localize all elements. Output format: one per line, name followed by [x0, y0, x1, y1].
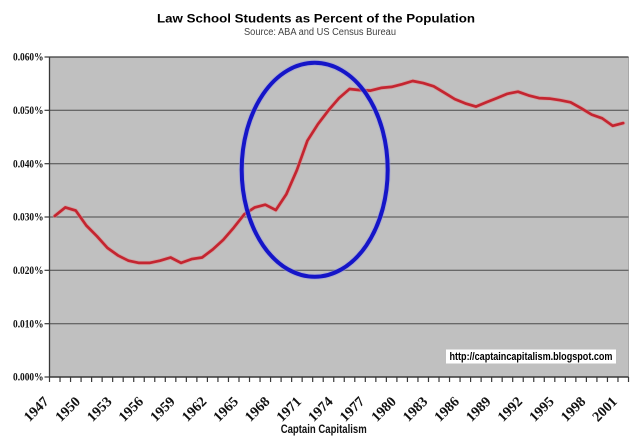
svg-text:0.060%: 0.060%: [13, 52, 44, 64]
svg-text:Law School Students as Percent: Law School Students as Percent of the Po…: [157, 11, 475, 25]
svg-text:0.040%: 0.040%: [13, 158, 44, 170]
svg-text:0.010%: 0.010%: [13, 318, 44, 330]
svg-text:0.030%: 0.030%: [13, 212, 44, 224]
svg-text:0.050%: 0.050%: [13, 105, 44, 117]
svg-text:Captain Capitalism: Captain Capitalism: [281, 422, 367, 436]
svg-text:Source: ABA and US Census Bure: Source: ABA and US Census Bureau: [244, 27, 396, 38]
svg-text:0.020%: 0.020%: [13, 265, 44, 277]
svg-text:0.000%: 0.000%: [13, 372, 44, 384]
svg-text:http://captaincapitalism.blogs: http://captaincapitalism.blogspot.com: [450, 351, 613, 363]
